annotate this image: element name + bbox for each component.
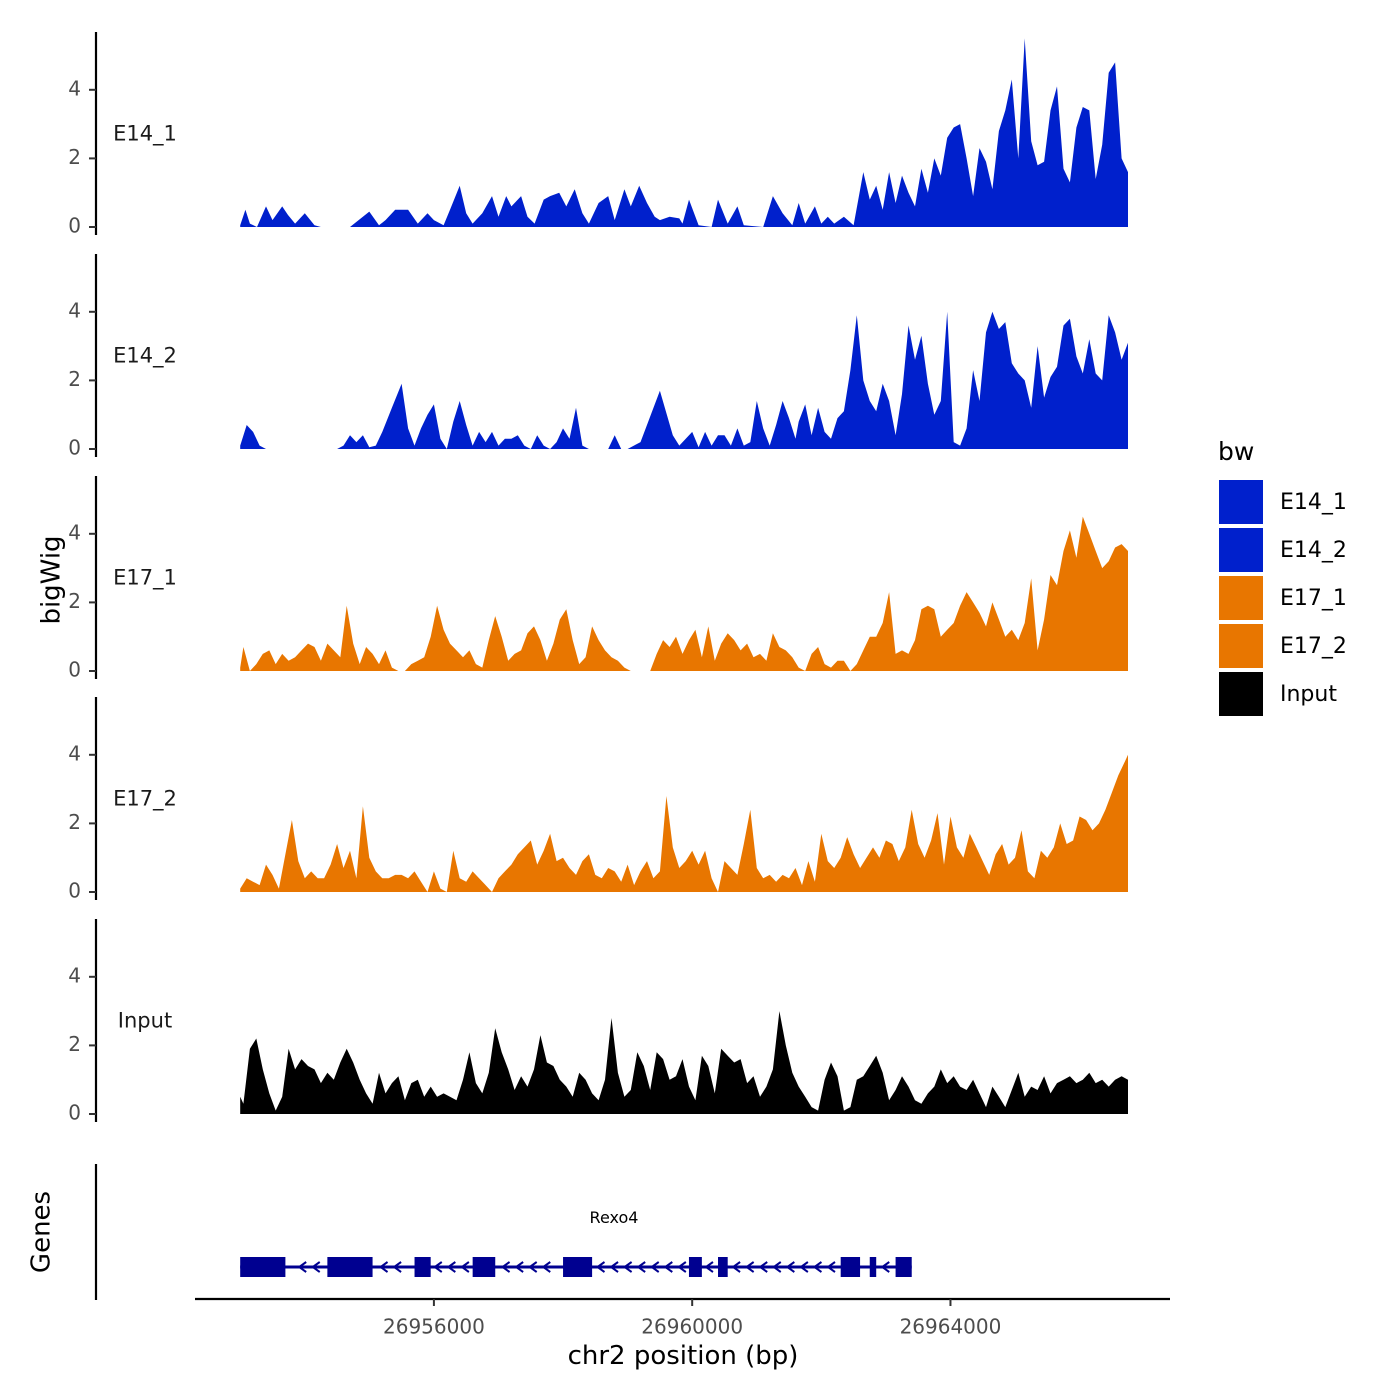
strand-arrow xyxy=(663,1261,673,1273)
legend-title: bw xyxy=(1218,437,1254,466)
signal-area-e17-2 xyxy=(240,754,1128,892)
legend-swatch xyxy=(1219,624,1263,668)
y-tick-label: 2 xyxy=(68,589,81,613)
strand-arrow xyxy=(636,1261,646,1273)
gene-exon xyxy=(414,1257,431,1277)
legend-item: E17_1 xyxy=(1219,576,1347,620)
gene-name-label: Rexo4 xyxy=(590,1208,639,1227)
x-ticks: 26956000 26960000 26964000 xyxy=(383,1299,1001,1339)
x-tick-label: 26960000 xyxy=(641,1315,743,1339)
strand-arrow xyxy=(527,1261,538,1273)
legend-label: E17_2 xyxy=(1280,634,1347,659)
track-e14-1: 0 2 4 E14_1 xyxy=(68,32,1128,238)
strand-arrow xyxy=(500,1261,511,1273)
strand-arrow xyxy=(460,1261,470,1273)
y-tick-label: 0 xyxy=(68,1101,81,1125)
signal-area-input xyxy=(240,1011,1128,1114)
gene-exon xyxy=(869,1257,877,1277)
y-tick-label: 0 xyxy=(68,658,81,682)
strand-arrow xyxy=(446,1261,456,1273)
track-e17-1: 0 2 4 E17_1 xyxy=(68,476,1128,682)
y-tick-label: 4 xyxy=(68,76,81,100)
track-label: E17_1 xyxy=(113,565,177,590)
gene-panel: Genes Rexo4 xyxy=(27,1164,912,1300)
y-axis-title: bigWig xyxy=(37,535,67,624)
track-label: Input xyxy=(118,1008,172,1032)
gene-exon xyxy=(895,1257,912,1277)
y-tick-label: 4 xyxy=(68,520,81,544)
strand-arrow xyxy=(311,1261,321,1273)
signal-area-e17-1 xyxy=(240,516,1128,671)
x-axis: 26956000 26960000 26964000 chr2 position (… xyxy=(195,1297,1170,1371)
strand-arrow xyxy=(704,1261,714,1273)
genes-axis-title: Genes xyxy=(27,1191,57,1273)
signal-area-e14-1 xyxy=(240,38,1128,228)
legend-label: Input xyxy=(1280,682,1337,707)
strand-arrow xyxy=(433,1261,443,1273)
strand-arrow xyxy=(514,1261,524,1273)
strand-arrow xyxy=(541,1261,551,1273)
track-e14-2: 0 2 4 E14_2 xyxy=(68,254,1128,460)
strand-arrow xyxy=(378,1261,389,1273)
gene-exon xyxy=(327,1257,373,1277)
strand-arrow xyxy=(392,1261,402,1273)
strand-arrow xyxy=(650,1261,660,1273)
signal-area-e14-2 xyxy=(240,311,1128,449)
signal-tracks: 0 2 4 E14_1 0 2 4 E14_2 0 2 4 E17_1 0 2 4 E17_2 0 2 4 Input xyxy=(68,32,1128,1125)
track-label: E14_1 xyxy=(113,121,177,146)
gene-exon xyxy=(718,1257,728,1277)
y-tick-label: 4 xyxy=(68,741,81,765)
legend-swatch xyxy=(1219,672,1263,716)
gene-model-rexo4 xyxy=(240,1257,912,1277)
strand-arrow xyxy=(622,1261,633,1273)
legend-label: E17_1 xyxy=(1280,586,1347,611)
legend-item: E14_1 xyxy=(1219,480,1347,524)
y-tick-label: 2 xyxy=(68,1032,81,1056)
y-tick-label: 4 xyxy=(68,963,81,987)
legend-item: E17_2 xyxy=(1219,624,1347,668)
strand-arrow xyxy=(758,1261,768,1273)
strand-arrow xyxy=(744,1261,755,1273)
gene-exon xyxy=(688,1257,702,1277)
strand-arrow xyxy=(880,1261,890,1273)
strand-arrow xyxy=(785,1261,795,1273)
legend-swatch xyxy=(1219,576,1263,620)
gene-exon xyxy=(240,1257,286,1277)
legend: bw E14_1 E14_2 E17_1 E17_2 Input xyxy=(1218,437,1347,716)
y-tick-label: 0 xyxy=(68,879,81,903)
track-label: E14_2 xyxy=(113,343,177,368)
strand-arrow xyxy=(731,1261,741,1273)
x-tick-label: 26956000 xyxy=(383,1315,485,1339)
strand-arrow xyxy=(677,1261,687,1273)
y-tick-label: 0 xyxy=(68,214,81,238)
strand-arrow xyxy=(609,1261,619,1273)
legend-label: E14_2 xyxy=(1280,538,1347,563)
strand-arrow xyxy=(595,1261,606,1273)
strand-arrow xyxy=(772,1261,782,1273)
x-tick-label: 26964000 xyxy=(900,1315,1002,1339)
legend-swatch xyxy=(1219,480,1263,524)
strand-arrow xyxy=(799,1261,809,1273)
legend-items: E14_1 E14_2 E17_1 E17_2 Input xyxy=(1219,480,1347,716)
track-e17-2: 0 2 4 E17_2 xyxy=(68,697,1128,903)
strand-arrow xyxy=(826,1261,836,1273)
track-input: 0 2 4 Input xyxy=(68,919,1128,1125)
x-axis-title: chr2 position (bp) xyxy=(568,1341,799,1371)
y-tick-label: 2 xyxy=(68,810,81,834)
y-tick-label: 4 xyxy=(68,298,81,322)
track-label: E17_2 xyxy=(113,786,177,811)
strand-arrow xyxy=(297,1261,307,1273)
strand-arrow xyxy=(812,1261,823,1273)
gene-exon xyxy=(563,1257,593,1277)
legend-swatch xyxy=(1219,528,1263,572)
y-tick-label: 2 xyxy=(68,145,81,169)
y-tick-label: 2 xyxy=(68,367,81,391)
y-tick-label: 0 xyxy=(68,436,81,460)
legend-item: Input xyxy=(1219,672,1337,716)
gene-exon xyxy=(840,1257,861,1277)
gene-exon xyxy=(472,1257,496,1277)
legend-item: E14_2 xyxy=(1219,528,1347,572)
legend-label: E14_1 xyxy=(1280,490,1347,515)
